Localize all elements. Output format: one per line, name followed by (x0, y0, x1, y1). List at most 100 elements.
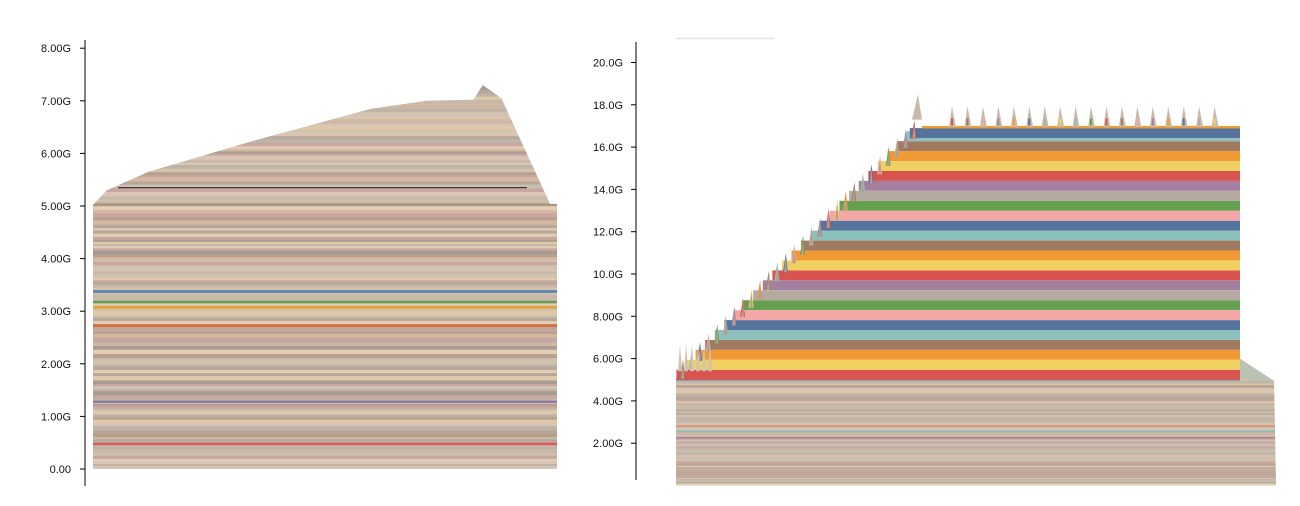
right-ramp-band (695, 349, 922, 360)
left-series-band (93, 129, 557, 132)
left-series-band (93, 264, 557, 269)
right-ramp-spike-inner (869, 168, 873, 184)
right-plateau-band (922, 250, 1240, 261)
right-plateau-spike-mark (1074, 118, 1077, 126)
right-baseline-band (676, 473, 1276, 476)
right-plateau-spike (979, 106, 987, 127)
left-series-band (93, 205, 557, 211)
right-baseline-band (676, 478, 1276, 481)
left-series-band (93, 131, 557, 137)
right-baseline-band (676, 443, 1276, 446)
left-series-band (93, 233, 557, 237)
left-accent-band (93, 324, 557, 327)
right-plateau-band (922, 270, 1240, 281)
right-y-tick-label: 20.0G (593, 58, 623, 70)
left-series-band (93, 87, 557, 91)
right-baseline-band (676, 472, 1276, 475)
left-series-band (93, 162, 557, 166)
left-series-band (93, 320, 557, 325)
left-series-band (93, 284, 557, 288)
right-y-tick-label: 2.00G (593, 438, 623, 450)
right-baseline-accent (676, 436, 1276, 439)
left-memory-chart: 0.00 1.00G 2.00G 3.00G 4.00G 5.00G 6.00G 7.00G 8… (41, 40, 557, 486)
right-y-tick-label: 4.00G (593, 396, 623, 408)
left-series-band (93, 460, 557, 465)
right-plateau-spike (949, 106, 956, 127)
right-plateau-band (922, 290, 1240, 301)
left-series-band (93, 329, 557, 332)
left-series-band (93, 111, 557, 117)
right-plateau-band (922, 320, 1240, 330)
left-series-band (93, 452, 557, 456)
left-y-tick-label: 5.00G (41, 201, 71, 213)
right-baseline-band (676, 404, 1276, 406)
right-plateau-spike (1149, 106, 1157, 127)
left-series-band (93, 174, 557, 178)
left-series-band (93, 414, 557, 418)
right-ramp-spike-inner (792, 248, 796, 264)
right-baseline-band (676, 477, 1276, 480)
left-accent-band (93, 305, 557, 309)
left-series-band (93, 250, 557, 255)
left-series-band (93, 135, 557, 139)
right-ramp-spike-inner (895, 142, 899, 157)
left-series-band (93, 89, 557, 94)
left-series-band (93, 317, 557, 322)
right-baseline-band (676, 480, 1276, 482)
right-baseline-band (676, 420, 1276, 422)
right-baseline-band (676, 405, 1276, 407)
left-series-band (93, 259, 557, 263)
left-series-band (93, 333, 557, 338)
left-series-band (93, 217, 557, 221)
right-baseline-band (676, 437, 1276, 440)
right-baseline-band (676, 466, 1276, 469)
right-plateau-spike (1165, 106, 1173, 127)
right-baseline-band (676, 384, 1276, 386)
right-ramp-band (714, 330, 922, 340)
left-series-band (93, 220, 557, 225)
right-plateau-spike-mark (951, 118, 953, 126)
right-plateau-spike-mark (1182, 118, 1185, 126)
left-y-tick-label: 3.00G (41, 306, 71, 318)
right-plateau-band (922, 330, 1240, 340)
right-baseline-band (676, 414, 1276, 417)
right-baseline-group (676, 379, 1276, 486)
right-baseline-band (676, 410, 1276, 413)
left-series-band (93, 297, 557, 300)
left-series-band (93, 96, 557, 100)
right-ramp-spike-inner (886, 150, 890, 166)
left-series-band (93, 105, 557, 109)
right-ramp-band (810, 230, 922, 241)
right-plateau-spike (1041, 106, 1049, 127)
left-series-band (93, 465, 557, 469)
left-series-band (93, 196, 557, 200)
right-ramp-spike-inner (741, 301, 744, 317)
left-series-band (93, 458, 557, 462)
right-plateau-band (922, 280, 1240, 291)
right-baseline-band (676, 385, 1276, 388)
left-series-band (93, 325, 557, 330)
right-start-spike (696, 343, 700, 372)
left-series-band (93, 261, 557, 266)
left-y-tick-label: 8.00G (41, 43, 71, 55)
left-series-band (93, 148, 557, 152)
right-plateau-spike (1211, 106, 1219, 127)
left-series-band (93, 202, 557, 207)
right-baseline-band (676, 482, 1276, 484)
right-baseline-band (676, 456, 1276, 459)
left-y-tick-label: 7.00G (41, 96, 71, 108)
right-start-spike (708, 343, 712, 372)
right-start-spike (690, 343, 694, 372)
right-ramp-spike-inner (852, 186, 856, 202)
left-series-band (93, 357, 557, 361)
right-plateau-spike-mark (1167, 118, 1170, 126)
right-baseline-band (676, 400, 1276, 403)
right-plateau-spike-mark (1090, 118, 1092, 126)
left-accent-band (93, 400, 557, 404)
left-series-band (93, 254, 557, 258)
right-plateau-band (922, 180, 1240, 191)
right-ramp-band (801, 240, 922, 251)
left-series-band (93, 80, 557, 83)
left-series-band (93, 309, 557, 312)
